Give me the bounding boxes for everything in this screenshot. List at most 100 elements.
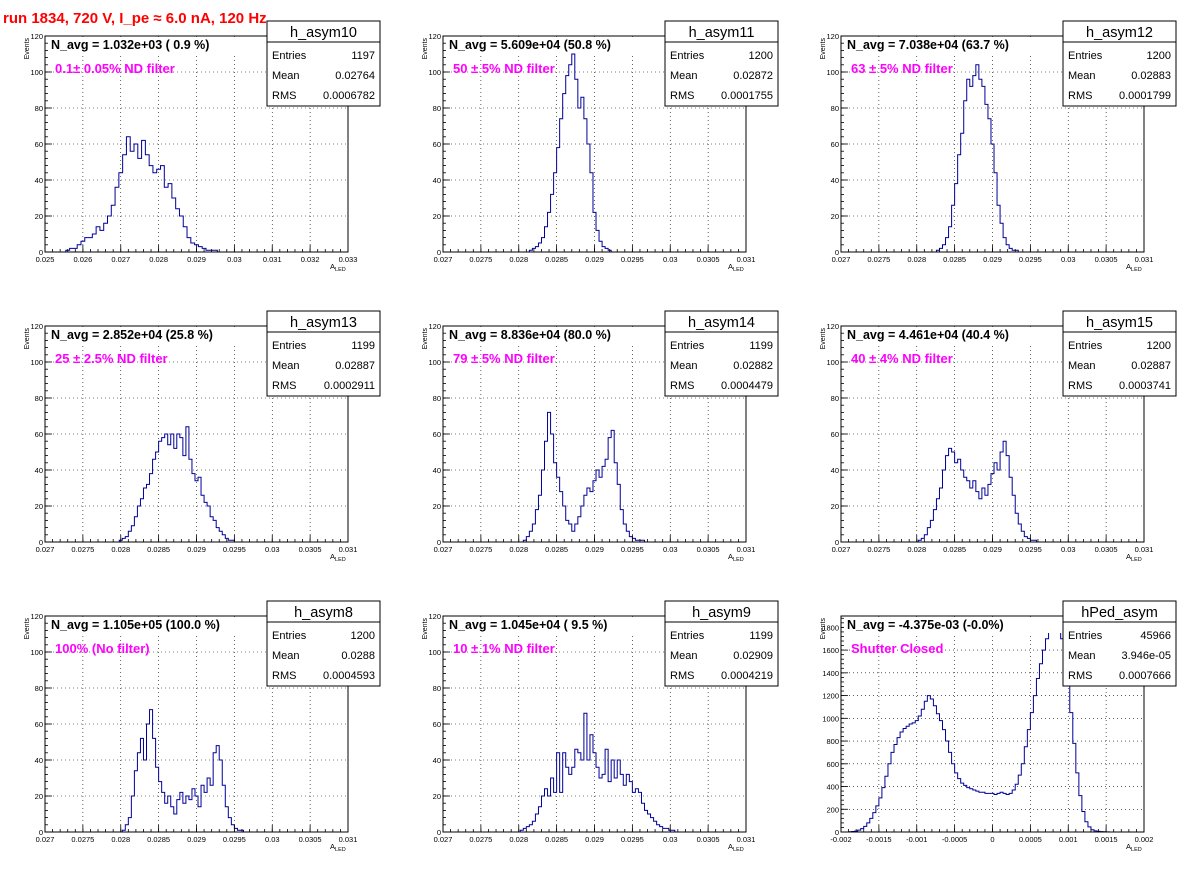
y-tick-label: 40	[433, 466, 441, 475]
y-tick-label: 600	[826, 760, 839, 769]
plot-title: N_avg = 2.852e+04 (25.8 %)	[51, 328, 213, 342]
x-tick-label: 0.028	[509, 835, 528, 844]
y-tick-label: 40	[831, 176, 839, 185]
x-tick-label: -0.0015	[866, 835, 891, 844]
histogram-panel-h_asym9: 0.027 0.0275 0.028 0.0285 0.029 0.0295 0.03 0.0…	[422, 600, 779, 853]
stats-label: RMS	[670, 380, 694, 392]
y-tick-label: 80	[433, 394, 441, 403]
x-axis-label: ALED	[330, 262, 346, 273]
x-tick-label: 0.002	[1135, 835, 1154, 844]
plot-title: N_avg = 5.609e+04 (50.8 %)	[449, 38, 611, 52]
histogram-name: hPed_asym	[1081, 605, 1158, 621]
x-tick-label: 0.0305	[697, 835, 720, 844]
stats-value: 0.02909	[733, 650, 773, 662]
y-tick-label: 0	[835, 538, 839, 547]
y-tick-label: 120	[428, 612, 441, 621]
y-tick-label: 120	[428, 322, 441, 331]
y-axis-label: Events	[24, 618, 31, 640]
y-tick-label: 120	[428, 32, 441, 41]
filter-annotation: 100% (No filter)	[55, 641, 150, 656]
x-tick-label: 0.03	[265, 545, 280, 554]
y-tick-label: 100	[826, 358, 839, 367]
x-tick-label: 0.0295	[621, 545, 644, 554]
x-tick-label: 0.03	[1061, 255, 1076, 264]
title-box	[446, 327, 666, 343]
y-tick-label: 60	[433, 720, 441, 729]
x-tick-label: 0.027	[434, 545, 453, 554]
filter-annotation: 0.1± 0.05% ND filter	[55, 61, 175, 76]
stats-label: Entries	[272, 340, 307, 352]
y-tick-label: 20	[433, 502, 441, 511]
x-tick-label: 0.03	[1061, 545, 1076, 554]
stats-value: 0.0004479	[721, 380, 773, 392]
stats-box	[1062, 621, 1177, 687]
stats-label: Mean	[670, 360, 698, 372]
stats-value: 3.946e-05	[1121, 650, 1171, 662]
x-tick-label: 0.031	[1135, 255, 1154, 264]
y-tick-label: 400	[826, 783, 839, 792]
y-tick-label: 80	[433, 104, 441, 113]
y-axis-label: Events	[24, 38, 31, 60]
plot-title: N_avg = 1.105e+05 (100.0 %)	[51, 618, 220, 632]
y-tick-label: 40	[35, 756, 43, 765]
y-tick-label: 100	[826, 68, 839, 77]
x-tick-label: 0.031	[737, 255, 756, 264]
filter-annotation: 50 ± 5% ND filter	[453, 61, 555, 76]
x-tick-label: 0.0285	[545, 545, 568, 554]
stats-label: RMS	[272, 90, 296, 102]
title-box	[48, 617, 268, 633]
x-tick-label: 0.0295	[621, 255, 644, 264]
plot-title: N_avg = 8.836e+04 (80.0 %)	[449, 328, 611, 342]
x-tick-label: 0.033	[339, 255, 358, 264]
y-tick-label: 0	[39, 828, 43, 837]
histogram-panel-h_asym13: 0.027 0.0275 0.028 0.0285 0.029 0.0295 0.03 0.0…	[24, 310, 381, 563]
x-axis-label: ALED	[330, 842, 346, 853]
stats-value: 0.02883	[1131, 70, 1171, 82]
run-title: run 1834, 720 V, I_pe ≈ 6.0 nA, 120 Hz	[3, 10, 267, 27]
y-tick-label: 60	[35, 720, 43, 729]
histogram-series	[519, 712, 678, 833]
y-tick-label: 1600	[822, 646, 839, 655]
stats-label: Entries	[1068, 340, 1103, 352]
y-tick-label: 120	[826, 322, 839, 331]
x-tick-label: 0.0275	[71, 835, 94, 844]
plot-title: N_avg = 7.038e+04 (63.7 %)	[847, 38, 1009, 52]
y-tick-label: 120	[30, 612, 43, 621]
histogram-name: h_asym8	[294, 605, 353, 621]
y-tick-label: 60	[831, 430, 839, 439]
y-tick-label: 0	[437, 828, 441, 837]
stats-label: Entries	[670, 340, 705, 352]
filter-annotation: 25 ± 2.5% ND filter	[55, 351, 168, 366]
histogram-series	[917, 440, 1040, 543]
x-tick-label: 0.029	[187, 545, 206, 554]
y-tick-label: 20	[35, 502, 43, 511]
x-tick-label: 0.0295	[1019, 255, 1042, 264]
stats-value: 0.0004219	[721, 670, 773, 682]
x-tick-label: 0.026	[73, 255, 92, 264]
y-axis-label: Events	[820, 618, 827, 640]
stats-value: 0.02887	[335, 360, 375, 372]
stats-label: Mean	[1068, 650, 1096, 662]
histogram-series	[121, 709, 247, 833]
histogram-panel-h_asym12: 0.027 0.0275 0.028 0.0285 0.029 0.0295 0.03 0.0…	[820, 20, 1177, 273]
y-tick-label: 20	[433, 792, 441, 801]
stats-value: 0.0288	[341, 650, 375, 662]
stats-value: 0.0001755	[721, 90, 773, 102]
stats-value: 0.0006782	[323, 90, 375, 102]
stats-label: RMS	[670, 670, 694, 682]
y-tick-label: 40	[433, 756, 441, 765]
stats-box	[1062, 41, 1177, 107]
y-tick-label: 60	[433, 140, 441, 149]
stats-box	[664, 621, 779, 687]
x-tick-label: 0.029	[983, 545, 1002, 554]
x-tick-label: 0.0305	[299, 835, 322, 844]
plot-title: N_avg = -4.375e-03 (-0.0%)	[847, 618, 1004, 632]
filter-annotation: 40 ± 4% ND filter	[851, 351, 953, 366]
x-tick-label: 0.028	[509, 255, 528, 264]
y-tick-label: 20	[831, 212, 839, 221]
y-tick-label: 120	[30, 32, 43, 41]
histogram-panel-h_asym8: 0.027 0.0275 0.028 0.0285 0.029 0.0295 0.03 0.0…	[24, 600, 381, 853]
x-axis-label: ALED	[728, 262, 744, 273]
x-tick-label: 0.028	[111, 545, 130, 554]
y-tick-label: 60	[433, 430, 441, 439]
